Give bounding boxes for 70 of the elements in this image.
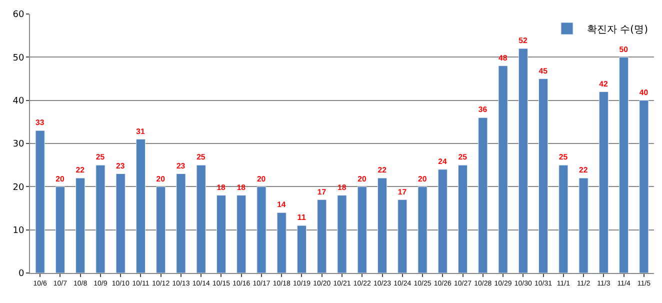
data-label: 52: [518, 36, 528, 46]
data-label: 48: [498, 53, 508, 62]
bar: [398, 199, 408, 273]
bar: [377, 178, 388, 273]
bar: [196, 164, 206, 273]
y-tick-label: 0: [18, 269, 24, 280]
data-label: 31: [136, 126, 146, 136]
data-label: 20: [56, 174, 66, 184]
bar: [35, 130, 45, 273]
data-label: 20: [358, 174, 367, 184]
data-label: 20: [256, 174, 266, 184]
y-tick-label: 20: [12, 182, 24, 193]
data-label: 20: [156, 174, 166, 184]
bar: [116, 173, 126, 273]
data-label: 42: [599, 79, 609, 88]
data-label: 36: [478, 105, 488, 114]
data-label: 20: [418, 174, 428, 184]
bar: [478, 117, 488, 273]
y-tick-label: 50: [12, 53, 24, 64]
data-label: 11: [297, 213, 306, 222]
data-label: 23: [116, 161, 126, 170]
bar: [538, 78, 548, 273]
bar: [96, 164, 106, 273]
bar: [55, 186, 65, 273]
y-tick-label: 40: [12, 96, 24, 106]
data-label: 50: [619, 44, 629, 54]
data-label: 25: [196, 152, 206, 162]
bar: [176, 173, 186, 273]
bar: [639, 100, 649, 273]
bar: [458, 164, 468, 273]
bar: [418, 186, 428, 273]
bar: [76, 178, 86, 273]
bar: [216, 195, 226, 273]
data-label: 24: [438, 157, 448, 166]
data-label: 40: [639, 88, 649, 97]
data-label: 25: [558, 152, 568, 162]
bar: [619, 56, 629, 273]
bar: [296, 225, 307, 273]
data-label: 18: [216, 182, 226, 192]
bar: [317, 199, 327, 273]
data-label: 18: [236, 182, 246, 192]
data-label: 22: [378, 166, 388, 175]
bar: [598, 91, 608, 273]
bar: [578, 178, 588, 273]
data-label: 45: [538, 66, 548, 76]
data-label: 25: [96, 152, 106, 162]
data-label: 23: [176, 161, 186, 170]
bar: [357, 186, 367, 273]
bar: [136, 138, 146, 273]
bar: [498, 66, 508, 273]
y-tick-label: 30: [12, 140, 24, 150]
y-tick-label: 10: [12, 226, 24, 236]
y-tick-label: 60: [12, 10, 24, 20]
data-label: 22: [76, 166, 86, 175]
bar: [558, 164, 568, 273]
data-label: 33: [36, 118, 45, 128]
bar: [518, 48, 528, 273]
data-label: 17: [398, 187, 408, 196]
bar: [256, 186, 266, 273]
data-label: 17: [317, 187, 327, 196]
bar: [156, 186, 166, 273]
data-label: 14: [277, 200, 286, 210]
bar: [438, 169, 448, 273]
bar: [337, 195, 347, 273]
data-label: 22: [579, 166, 588, 175]
legend-label: 확진자 수(명): [587, 24, 648, 36]
bar: [236, 195, 246, 273]
bar: [276, 212, 286, 273]
data-label: 18: [337, 182, 347, 192]
data-label: 25: [458, 152, 468, 162]
